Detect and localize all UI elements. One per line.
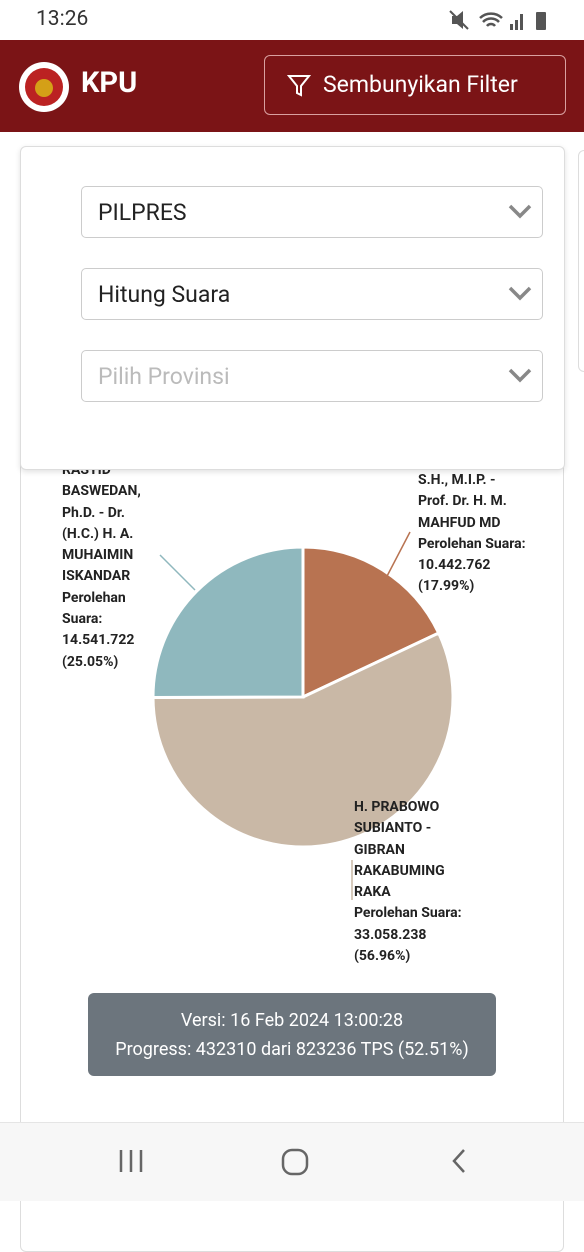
- slice-votes: 10.442.762: [418, 557, 491, 574]
- chevron-path: [508, 368, 532, 383]
- chevron-path: [508, 286, 532, 301]
- pie-slice: [301, 545, 441, 700]
- filter-card: PILPRES Hitung Suara Pilih Provinsi: [20, 146, 565, 470]
- status-icons: [449, 10, 546, 30]
- slice-name: RASYID BASWEDAN, Ph.D. - Dr. (H.C.) H. A…: [62, 462, 141, 585]
- leader-line: [384, 531, 411, 581]
- select[interactable]: Pilih Provinsi: [81, 350, 543, 402]
- slice-name: H. PRABOWO SUBIANTO - GIBRAN RAKABUMING …: [354, 799, 445, 901]
- side-card: [578, 150, 584, 372]
- logo-text: KPU: [81, 66, 138, 100]
- slice-label: H. PRABOWO SUBIANTO - GIBRAN RAKABUMING …: [354, 797, 474, 967]
- chevron: [508, 286, 532, 301]
- leader-line: [159, 554, 196, 591]
- status-bar: 13:26: [0, 0, 584, 40]
- select-text: Hitung Suara: [98, 281, 231, 308]
- slice-percent: (17.99%): [418, 578, 475, 595]
- clock: 13:26: [36, 7, 89, 31]
- nav-bar: [0, 1122, 584, 1201]
- select[interactable]: Hitung Suara: [81, 268, 543, 320]
- filter-button[interactable]: Sembunyikan Filter: [264, 55, 566, 115]
- slice-label: RASYID BASWEDAN, Ph.D. - Dr. (H.C.) H. A…: [62, 460, 162, 673]
- nav-icons[interactable]: [0, 1123, 584, 1201]
- slice-percent: (56.96%): [354, 948, 411, 965]
- pie-slice: [151, 631, 455, 849]
- select-text: PILPRES: [98, 199, 187, 226]
- pie-slice: [151, 545, 305, 699]
- progress: Progress: 432310 dari 823236 TPS (52.51%…: [115, 1039, 469, 1060]
- slice-caption: Perolehan Suara:: [418, 535, 526, 552]
- pie-chart: [151, 531, 455, 900]
- logo: [19, 62, 69, 112]
- chevron: [508, 368, 532, 383]
- slice-name: S.H., M.I.P. - Prof. Dr. H. M. MAHFUD MD: [418, 472, 507, 531]
- slice-percent: (25.05%): [62, 653, 119, 670]
- select-text: Pilih Provinsi: [98, 363, 230, 390]
- version: Versi: 16 Feb 2024 13:00:28: [180, 1010, 404, 1031]
- slice-votes: 14.541.722: [62, 632, 135, 649]
- app-header: KPU Sembunyikan Filter: [0, 40, 584, 132]
- select[interactable]: PILPRES: [81, 186, 543, 238]
- slice-caption: Perolehan Suara:: [354, 905, 462, 922]
- chevron-path: [508, 204, 532, 219]
- chevron: [508, 204, 532, 219]
- filter-button-label: Sembunyikan Filter: [323, 71, 518, 98]
- slice-label: S.H., M.I.P. - Prof. Dr. H. M. MAHFUD MD…: [418, 470, 528, 598]
- slice-votes: 33.058.238: [354, 926, 427, 943]
- slice-caption: Perolehan Suara:: [62, 589, 126, 628]
- version-box: Versi: 16 Feb 2024 13:00:28 Progress: 43…: [88, 993, 496, 1076]
